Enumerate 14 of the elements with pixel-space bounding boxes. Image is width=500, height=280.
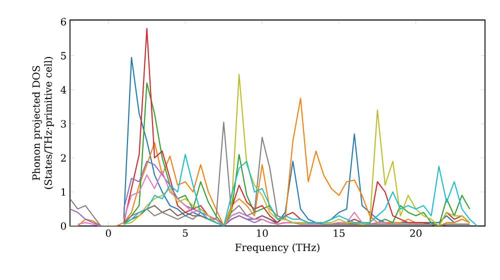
x-tick-label: 10 — [257, 229, 268, 237]
y-tick-label: 6 — [60, 18, 66, 26]
x-tick-label: 5 — [182, 229, 188, 237]
y-axis-title: Phonon projected DOS (States/THz·primitive cell) — [32, 57, 54, 189]
y-tick-label: 0 — [60, 222, 66, 230]
y-tick-label: 3 — [61, 120, 66, 128]
y-tick-label: 2 — [60, 154, 66, 162]
y-tick-label: 1 — [62, 188, 66, 196]
x-tick-label: 0 — [106, 229, 111, 237]
x-tick-label: 15 — [334, 229, 345, 237]
y-tick-label: 4 — [60, 86, 66, 94]
x-axis-title: Frequency (THz) — [235, 243, 320, 254]
y-tick-label: 5 — [61, 52, 66, 60]
x-tick-label: 20 — [410, 229, 422, 237]
